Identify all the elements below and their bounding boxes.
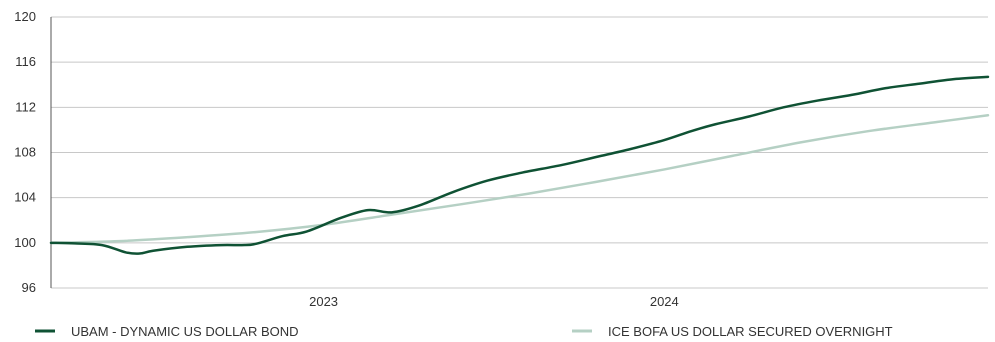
series-line-1 [49, 75, 990, 255]
y-tick-label: 104 [14, 190, 36, 205]
legend: UBAM - DYNAMIC US DOLLAR BOND ICE BOFA US… [35, 324, 893, 339]
legend-label-1: UBAM - DYNAMIC US DOLLAR BOND [71, 324, 299, 339]
series-layer [49, 75, 990, 255]
x-tick-label: 2024 [650, 294, 679, 309]
grid-layer [51, 16, 988, 289]
y-tick-label: 120 [14, 9, 36, 24]
legend-label-2: ICE BOFA US DOLLAR SECURED OVERNIGHT [608, 324, 893, 339]
axis-layer: 96 100 104 108 112 116 120 2023 2024 [14, 9, 678, 309]
y-tick-label: 96 [22, 280, 36, 295]
x-tick-label: 2023 [309, 294, 338, 309]
y-tick-label: 108 [14, 145, 36, 160]
y-tick-label: 100 [14, 235, 36, 250]
y-tick-label: 112 [15, 99, 36, 114]
series-line-2 [49, 113, 990, 245]
y-tick-label: 116 [15, 54, 36, 69]
